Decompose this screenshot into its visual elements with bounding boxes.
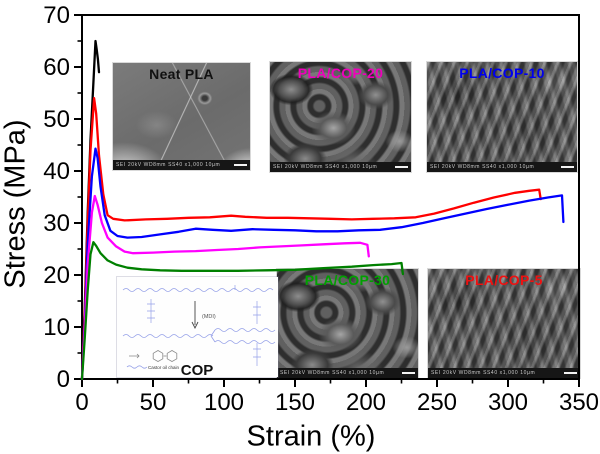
sem-statusbar: SEI 20kV WD8mm SS40 x1,000 10µm [113,160,250,170]
scale-bar-icon [564,372,577,374]
mdi-label: (MDI) [202,314,216,320]
inset-label-pla-cop-30: PLA/COP-30 [304,272,391,288]
sem-caption: SEI 20kV WD8mm SS40 x1,000 10µm [273,164,378,170]
inset-pla-cop-5: PLA/COP-5 SEI 20kV WD8mm SS40 x1,000 10µ… [428,269,580,378]
sem-caption: SEI 20kV WD8mm SS40 x1,000 10µm [116,162,221,168]
y-tick-label: 30 [43,210,70,237]
inset-label-pla-cop-10: PLA/COP-10 [459,65,545,81]
sem-statusbar: SEI 20kV WD8mm SS40 x1,000 10µm [427,162,577,172]
inset-label-pla-cop-5: PLA/COP-5 [465,272,543,288]
scale-bar-icon [402,372,415,374]
y-tick-label: 0 [57,366,70,393]
series-neat-pla [80,39,101,381]
y-tick-label: 60 [43,54,70,81]
x-tick-label: 200 [346,389,386,416]
inset-label-pla-cop-20: PLA/COP-20 [297,65,384,81]
y-tick-label: 40 [43,158,70,185]
sem-statusbar: SEI 20kV WD8mm SS40 x1,000 10µm [270,162,411,172]
inset-pla-cop-30: PLA/COP-30 SEI 20kV WD8mm SS40 x1,000 10… [277,269,418,378]
scale-bar-icon [234,164,247,166]
y-tick-label: 10 [43,314,70,341]
cop-structure-lines [122,285,276,369]
x-tick-label: 350 [559,389,599,416]
x-tick-label: 150 [275,389,315,416]
inset-pla-cop-10: PLA/COP-10 SEI 20kV WD8mm SS40 x1,000 10… [427,62,577,172]
inset-neat-pla: Neat PLA SEI 20kV WD8mm SS40 x1,000 10µm [113,63,250,170]
x-tick-label: 300 [488,389,528,416]
x-tick-label: 100 [204,389,244,416]
x-tick-label: 50 [140,389,167,416]
sem-statusbar: SEI 20kV WD8mm SS40 x1,000 10µm [428,368,580,378]
sem-caption: SEI 20kV WD8mm SS40 x1,000 10µm [430,164,535,170]
y-tick-label: 20 [43,262,70,289]
inset-cop-structure: (MDI) Castor oil chain COP [117,277,278,377]
inset-label-neat-pla: Neat PLA [149,66,214,82]
sem-caption: SEI 20kV WD8mm SS40 x1,000 10µm [431,370,536,376]
inset-pla-cop-20: PLA/COP-20 SEI 20kV WD8mm SS40 x1,000 10… [270,62,411,172]
cop-structure-svg: (MDI) Castor oil chain COP [122,285,276,377]
y-axis-title: Stress (MPa) [0,119,32,289]
x-tick-label: 0 [75,389,88,416]
sem-statusbar: SEI 20kV WD8mm SS40 x1,000 10µm [277,368,418,378]
y-tick-label: 50 [43,106,70,133]
x-tick-label: 250 [417,389,457,416]
y-tick-label: 70 [43,2,70,29]
sem-caption: SEI 20kV WD8mm SS40 x1,000 10µm [280,370,385,376]
cop-label: COP [181,362,214,377]
castor-oil-chain-label: Castor oil chain [148,365,180,370]
scale-bar-icon [561,166,574,168]
x-axis-title: Strain (%) [246,420,376,453]
scale-bar-icon [395,166,408,168]
